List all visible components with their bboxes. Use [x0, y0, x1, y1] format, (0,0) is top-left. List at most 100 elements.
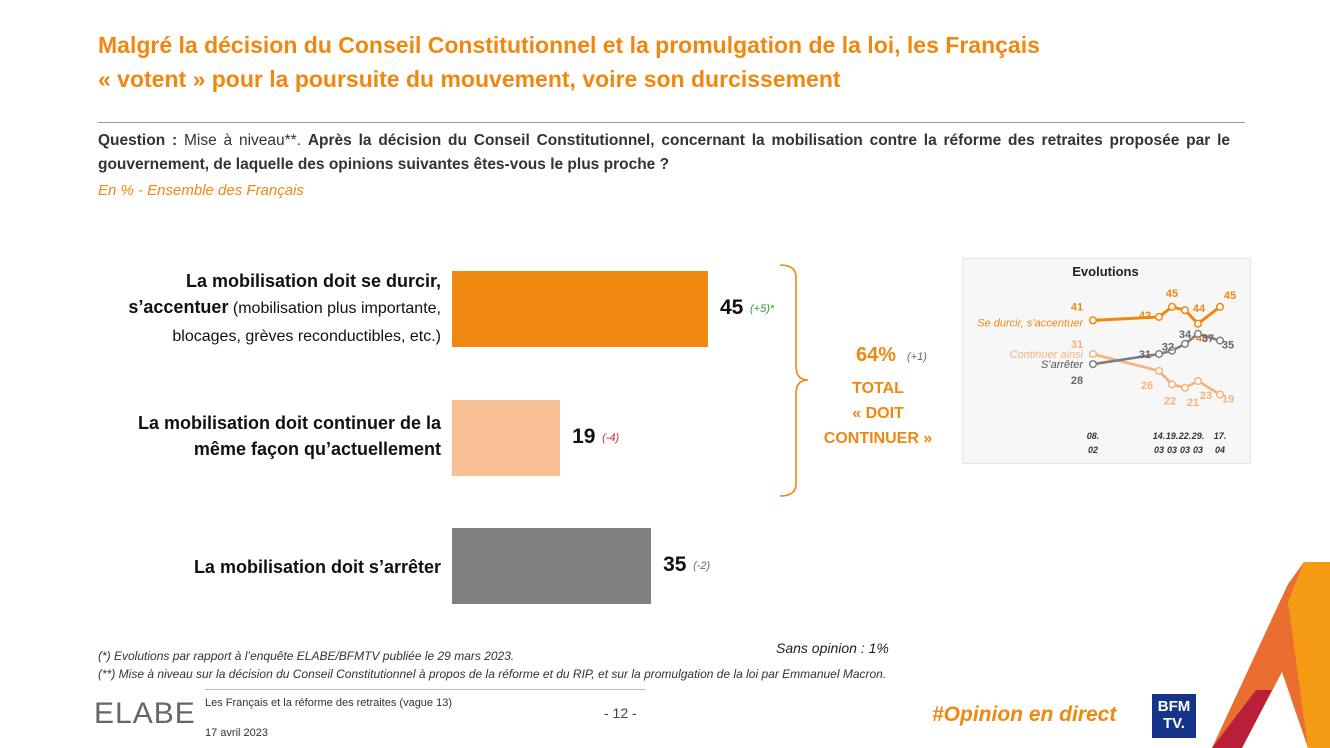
footer-divider	[205, 689, 645, 690]
elabe-logo-text: ELABE	[94, 697, 196, 730]
slide-title: Malgré la décision du Conseil Constituti…	[98, 28, 1218, 96]
evo-point	[1193, 319, 1203, 328]
bar-label-durcir-line3: blocages, grèves reconductibles, etc.)	[172, 328, 441, 345]
total-value: 64%	[856, 344, 897, 366]
footnote-evolutions: (*) Evolutions par rapport à l’enquête E…	[98, 649, 515, 663]
bar-value-continuer: 19	[572, 425, 596, 448]
question-body: Après la décision du Conseil Constitutio…	[98, 132, 1231, 173]
evo-value-label: 37	[1202, 333, 1214, 345]
elabe-triangle-decoration	[1212, 562, 1330, 748]
sans-opinion: Sans opinion : 1%	[776, 640, 889, 656]
evo-x-tick: 03	[1167, 445, 1177, 455]
question-intro: Mise à niveau**.	[183, 132, 302, 149]
evo-value-label: 21	[1187, 397, 1199, 409]
evo-line-0	[1092, 305, 1221, 326]
bar-change-arreter: (-2)	[693, 560, 711, 572]
evo-x-tick: 14.	[1153, 431, 1166, 441]
bar-continuer	[452, 400, 561, 476]
evo-x-tick: 22.	[1178, 431, 1192, 441]
bfmtv-logo-line2: TV.	[1163, 715, 1185, 732]
header-divider	[98, 122, 1245, 123]
evo-value-label: 31	[1071, 339, 1083, 351]
evo-point	[1180, 306, 1190, 315]
bar-durcir	[452, 271, 708, 347]
total-label: TOTAL « DOIT CONTINUER »	[808, 376, 948, 451]
question-text: Question : Mise à niveau**. Après la déc…	[98, 129, 1230, 177]
evo-line-1	[1092, 352, 1221, 396]
evo-value-label: 23	[1200, 390, 1212, 402]
elabe-logo: ELABE	[94, 697, 196, 731]
bar-change-durcir: (+5)*	[750, 303, 775, 315]
evo-value-label: 22	[1164, 395, 1176, 407]
evo-value-label: 45	[1166, 288, 1178, 300]
evo-value-label: 42	[1139, 310, 1151, 322]
total-label-line1: TOTAL	[852, 380, 904, 397]
title-line-2: « votent » pour la poursuite du mouvemen…	[98, 66, 841, 92]
evo-value-label: 32	[1162, 342, 1174, 354]
evo-value-label: 34	[1179, 329, 1192, 341]
evo-point	[1154, 366, 1164, 375]
evo-point	[1215, 336, 1225, 345]
evo-value-label: 45	[1224, 290, 1236, 302]
evo-series-name: S’arrêter	[1041, 359, 1085, 371]
bfmtv-logo-line1: BFM	[1157, 698, 1191, 715]
bar-label-durcir-line2-bold: s’accentuer	[128, 297, 229, 317]
evo-point	[1154, 312, 1164, 322]
total-label-line3: CONTINUER »	[823, 430, 933, 447]
evo-point	[1167, 380, 1177, 389]
page-number: - 12 -	[604, 705, 637, 721]
evo-x-tick: 03	[1180, 445, 1190, 455]
evo-series-name: Se durcir, s’accentuer	[977, 317, 1084, 329]
evo-x-tick: 02	[1088, 445, 1098, 455]
title-line-1: Malgré la décision du Conseil Constituti…	[98, 32, 1040, 58]
evo-value-label: 19	[1222, 394, 1234, 406]
bar-label-arreter: La mobilisation doit s’arrêter	[194, 554, 441, 580]
evo-point	[1180, 339, 1190, 348]
evo-value-label: 41	[1071, 301, 1083, 313]
bar-label-continuer: La mobilisation doit continuer de la mêm…	[138, 410, 441, 462]
footnote-mise-a-niveau: (**) Mise à niveau sur la décision du Co…	[98, 667, 887, 681]
evo-x-tick: 04	[1215, 445, 1225, 455]
evo-point	[1088, 316, 1098, 325]
bar-value-durcir: 45	[720, 296, 744, 319]
total-change: (+1)	[907, 351, 927, 363]
bar-label-durcir: La mobilisation doit se durcir, s’accent…	[128, 268, 441, 350]
bar-label-durcir-line1: La mobilisation doit se durcir,	[185, 271, 441, 291]
evo-point	[1167, 302, 1177, 311]
evo-point	[1180, 383, 1190, 392]
question-label: Question :	[98, 132, 178, 149]
evo-point	[1167, 346, 1177, 355]
evo-value-label: 31	[1139, 349, 1151, 361]
evo-x-tick: 08.	[1087, 431, 1100, 441]
hashtag-opinion: #Opinion en direct	[932, 703, 1117, 726]
bar-change-continuer: (-4)	[602, 432, 620, 444]
evo-value-label: 44	[1193, 303, 1206, 315]
evo-value-label: 26	[1141, 380, 1153, 392]
evo-x-tick: 03	[1154, 445, 1164, 455]
evo-point	[1193, 329, 1203, 338]
evo-point	[1088, 360, 1098, 369]
total-label-line2: « DOIT	[852, 405, 904, 422]
evo-x-tick: 03	[1193, 445, 1203, 455]
evo-value-label: 35	[1222, 340, 1234, 352]
footer-study: Les Français et la réforme des retraites…	[205, 697, 453, 709]
evo-point	[1193, 376, 1203, 386]
footer-date: 17 avril 2023	[205, 727, 268, 739]
bar-value-arreter: 35	[663, 553, 687, 576]
bfmtv-logo: BFM TV.	[1152, 694, 1196, 738]
total-bracket	[779, 264, 809, 497]
evo-x-tick: 17.	[1214, 431, 1227, 441]
evo-x-tick: 19.	[1166, 431, 1179, 441]
basis-note: En % - Ensemble des Français	[98, 182, 304, 199]
bar-label-durcir-line2-detail: (mobilisation plus importante,	[228, 300, 441, 317]
bar-label-arreter-line1: La mobilisation doit s’arrêter	[193, 557, 441, 577]
evo-point	[1215, 390, 1225, 399]
evolutions-title: Evolutions	[1072, 264, 1139, 279]
bar-label-continuer-line2: même façon qu’actuellement	[193, 439, 441, 459]
evo-point	[1088, 350, 1098, 359]
evo-series-name: Continuer ainsi	[1010, 349, 1084, 361]
bar-label-continuer-line1: La mobilisation doit continuer de la	[137, 413, 441, 433]
evo-point	[1154, 350, 1164, 359]
bar-arreter	[452, 528, 652, 604]
